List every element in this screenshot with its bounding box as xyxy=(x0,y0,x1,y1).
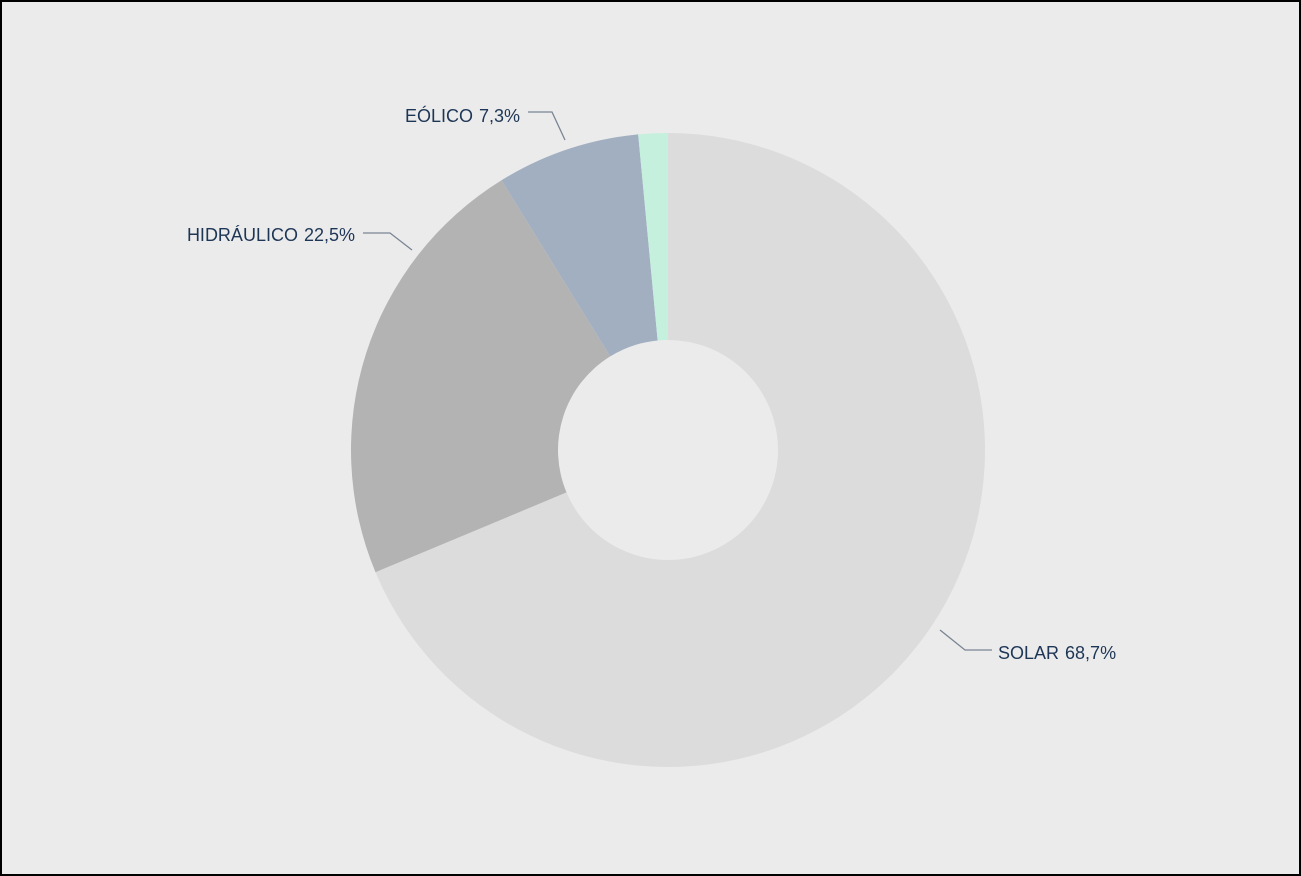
leader-line xyxy=(363,232,413,251)
donut-slice xyxy=(501,134,658,357)
label-category: HIDRÁULICO xyxy=(187,225,298,245)
label-value: 22,5% xyxy=(304,225,355,245)
leader-line xyxy=(528,111,566,141)
data-label: HIDRÁULICO 22,5% xyxy=(187,225,355,245)
leader-line xyxy=(939,629,992,651)
label-value: 68,7% xyxy=(1065,643,1116,663)
data-label: EÓLICO 7,3% xyxy=(405,105,520,126)
donut-slice xyxy=(351,180,611,573)
donut-slice xyxy=(638,133,668,341)
label-category: EÓLICO xyxy=(405,105,473,126)
donut-slice xyxy=(375,133,985,767)
label-category: SOLAR xyxy=(998,643,1059,663)
data-label: SOLAR 68,7% xyxy=(998,643,1116,663)
label-value: 7,3% xyxy=(479,106,520,126)
